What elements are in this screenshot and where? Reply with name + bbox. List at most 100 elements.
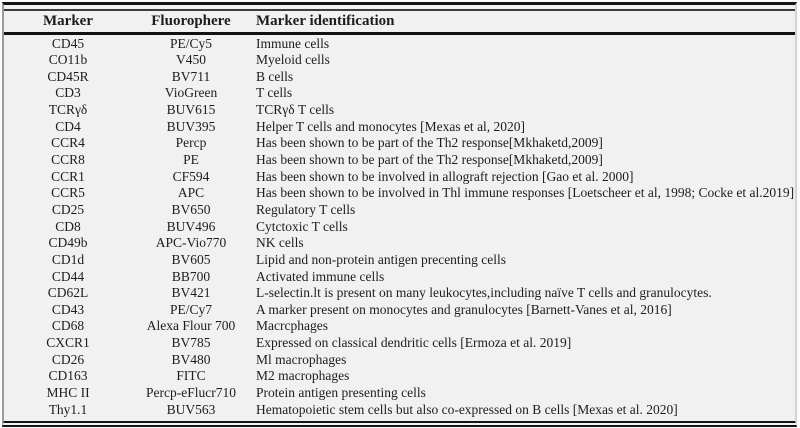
fluorophore-cell: BUV615 bbox=[166, 102, 216, 118]
marker-cell: CXCR1 bbox=[46, 335, 90, 351]
marker-cell: CCR8 bbox=[51, 152, 85, 168]
table-header: Marker Fluorophere Marker identification bbox=[4, 9, 795, 35]
marker-cell: CD45R bbox=[47, 68, 89, 84]
identification-cell: T cells bbox=[256, 85, 293, 101]
marker-cell: CCR4 bbox=[51, 135, 85, 151]
fluorophore-cell: BV421 bbox=[171, 285, 211, 301]
column-header-marker: Marker bbox=[4, 9, 132, 35]
table-row: CD163 FITC M2 macrophages bbox=[4, 368, 795, 385]
identification-cell: Macrcphages bbox=[256, 318, 328, 334]
fluorophore-cell: BV711 bbox=[171, 68, 211, 84]
marker-cell: CO11b bbox=[48, 52, 88, 68]
identification-cell: NK cells bbox=[256, 235, 304, 251]
fluorophore-cell: BV480 bbox=[171, 351, 211, 367]
table-row: CCR4 Percp Has been shown to be part of … bbox=[4, 135, 795, 152]
table-row: CD62L BV421 L-selectin.lt is present on … bbox=[4, 285, 795, 302]
table-row: CCR8 PE Has been shown to be part of the… bbox=[4, 151, 795, 168]
identification-cell: Expressed on classical dendritic cells [… bbox=[256, 335, 572, 351]
identification-cell: TCRγδ T cells bbox=[256, 102, 335, 118]
identification-cell: Cytctoxic T cells bbox=[256, 218, 348, 234]
table-row: CD4 BUV395 Helper T cells and monocytes … bbox=[4, 118, 795, 135]
table-row: CO11b V450 Myeloid cells bbox=[4, 52, 795, 69]
table-row: TCRγδ BUV615 TCRγδ T cells bbox=[4, 102, 795, 119]
marker-cell: CD26 bbox=[51, 351, 85, 367]
fluorophore-cell: BUV496 bbox=[166, 218, 216, 234]
marker-cell: CD4 bbox=[55, 118, 81, 134]
fluorophore-cell: Alexa Flour 700 bbox=[146, 318, 236, 334]
marker-cell: CD62L bbox=[47, 285, 89, 301]
identification-cell: Protein antigen presenting cells bbox=[256, 385, 426, 401]
fluorophore-cell: APC bbox=[177, 185, 205, 201]
fluorophore-cell: BB700 bbox=[171, 268, 211, 284]
fluorophore-cell: V450 bbox=[176, 52, 206, 68]
fluorophore-cell: FITC bbox=[176, 368, 206, 384]
fluorophore-cell: PE bbox=[183, 152, 199, 168]
fluorophore-cell: Percp-eFlucr710 bbox=[146, 385, 236, 401]
fluorophore-cell: Percp bbox=[175, 135, 207, 151]
marker-cell: CD163 bbox=[48, 368, 88, 384]
marker-cell: CD3 bbox=[55, 85, 81, 101]
marker-cell: CD25 bbox=[51, 201, 85, 217]
marker-cell: CCR5 bbox=[51, 185, 85, 201]
table-row: CD8 BUV496 Cytctoxic T cells bbox=[4, 218, 795, 235]
column-header-marker-identification: Marker identification bbox=[250, 9, 795, 35]
table-row: CD44 BB700 Activated immune cells bbox=[4, 268, 795, 285]
fluorophore-cell: BUV563 bbox=[166, 401, 216, 417]
table-body: CD45 PE/Cy5 Immune cells CO11b V450 Myel… bbox=[4, 34, 795, 418]
identification-cell: Regulatory T cells bbox=[256, 201, 356, 217]
identification-cell: Myeloid cells bbox=[256, 52, 330, 68]
marker-cell: MHC II bbox=[46, 385, 90, 401]
identification-cell: A marker present on monocytes and granul… bbox=[256, 301, 672, 317]
fluorophore-cell: CF594 bbox=[172, 168, 210, 184]
identification-cell: B cells bbox=[256, 68, 294, 84]
marker-cell: CD68 bbox=[51, 318, 85, 334]
marker-cell: CD1d bbox=[51, 251, 85, 267]
identification-cell: Hematopoietic stem cells but also co-exp… bbox=[256, 401, 678, 417]
table-row: CCR5 APC Has been shown to be involved i… bbox=[4, 185, 795, 202]
fluorophore-cell: PE/Cy7 bbox=[169, 301, 212, 317]
table-row: CD49b APC-Vio770 NK cells bbox=[4, 235, 795, 252]
identification-cell: Has been shown to be part of the Th2 res… bbox=[256, 152, 603, 168]
fluorophore-cell: BV605 bbox=[171, 251, 211, 267]
table-row: CD43 PE/Cy7 A marker present on monocyte… bbox=[4, 301, 795, 318]
identification-cell: Has been shown to be involved in allogra… bbox=[256, 168, 634, 184]
marker-cell: CCR1 bbox=[51, 168, 85, 184]
fluorophore-cell: VioGreen bbox=[164, 85, 218, 101]
fluorophore-cell: APC-Vio770 bbox=[155, 235, 227, 251]
table-row: CD26 BV480 Ml macrophages bbox=[4, 351, 795, 368]
column-header-fluorophere: Fluorophere bbox=[132, 9, 250, 35]
identification-cell: L-selectin.lt is present on many leukocy… bbox=[256, 285, 712, 301]
marker-table: Marker Fluorophere Marker identification… bbox=[4, 9, 795, 418]
fluorophore-cell: BV785 bbox=[171, 335, 211, 351]
identification-cell: Helper T cells and monocytes [Mexas et a… bbox=[256, 118, 526, 134]
table-row: CD25 BV650 Regulatory T cells bbox=[4, 201, 795, 218]
marker-cell: CD8 bbox=[55, 218, 81, 234]
identification-cell: M2 macrophages bbox=[256, 368, 350, 384]
fluorophore-cell: PE/Cy5 bbox=[169, 35, 212, 51]
fluorophore-cell: BV650 bbox=[171, 201, 211, 217]
identification-cell: Has been shown to be part of the Th2 res… bbox=[256, 135, 603, 151]
table-row: CD45R BV711 B cells bbox=[4, 68, 795, 85]
table-row: CD68 Alexa Flour 700 Macrcphages bbox=[4, 318, 795, 335]
identification-cell: Lipid and non-protein antigen precenting… bbox=[256, 251, 507, 267]
table-row: Thy1.1 BUV563 Hematopoietic stem cells b… bbox=[4, 401, 795, 418]
identification-cell: Has been shown to be involved in Thl imm… bbox=[256, 185, 795, 201]
table-row: CXCR1 BV785 Expressed on classical dendr… bbox=[4, 335, 795, 352]
table-row: CD1d BV605 Lipid and non-protein antigen… bbox=[4, 251, 795, 268]
table-row: CD45 PE/Cy5 Immune cells bbox=[4, 34, 795, 52]
header-row: Marker Fluorophere Marker identification bbox=[4, 9, 795, 35]
identification-cell: Activated immune cells bbox=[256, 268, 385, 284]
identification-cell: Ml macrophages bbox=[256, 351, 347, 367]
fluorophore-cell: BUV395 bbox=[166, 118, 216, 134]
marker-cell: CD43 bbox=[51, 301, 85, 317]
identification-cell: Immune cells bbox=[256, 35, 330, 51]
marker-cell: Thy1.1 bbox=[48, 401, 88, 417]
marker-cell: CD44 bbox=[51, 268, 85, 284]
marker-cell: CD45 bbox=[51, 35, 85, 51]
marker-cell: TCRγδ bbox=[48, 102, 88, 118]
table-row: CCR1 CF594 Has been shown to be involved… bbox=[4, 168, 795, 185]
table-row: CD3 VioGreen T cells bbox=[4, 85, 795, 102]
marker-cell: CD49b bbox=[48, 235, 88, 251]
